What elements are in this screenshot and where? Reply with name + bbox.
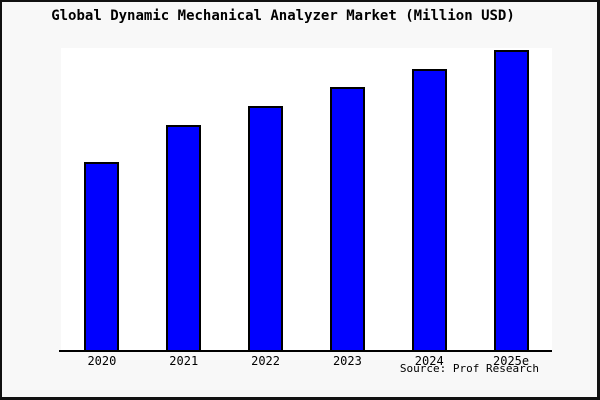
plot-area [59, 48, 552, 352]
bar-2024 [411, 69, 447, 350]
x-axis-label-2025e: 2025e [493, 354, 530, 368]
bar-2025e [493, 50, 529, 350]
bar-2022 [248, 106, 284, 350]
x-axis-labels: 2020 2021 2022 2023 2024 2025e [61, 354, 552, 370]
bar-2023 [329, 87, 365, 350]
x-axis-label-2021: 2021 [169, 354, 199, 368]
x-axis-line [59, 350, 552, 352]
x-axis-label-2024: 2024 [414, 354, 444, 368]
bar-2021 [166, 125, 202, 350]
x-axis-label-2022: 2022 [251, 354, 281, 368]
bar-2020 [84, 162, 120, 350]
x-axis-label-2023: 2023 [332, 354, 362, 368]
source-note: Source: Prof Research [399, 362, 539, 375]
x-axis-label-2020: 2020 [87, 354, 117, 368]
chart-title: Global Dynamic Mechanical Analyzer Marke… [51, 8, 515, 24]
